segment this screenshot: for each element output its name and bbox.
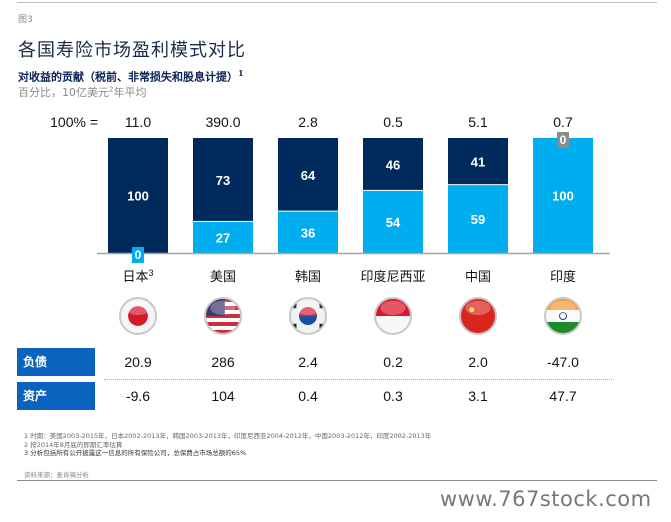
table-cell: 3.1: [468, 388, 488, 404]
korea-flag-icon: [289, 297, 327, 335]
unit-prefix: 百分比，10亿美元: [18, 86, 109, 99]
total-value: 2.8: [298, 114, 318, 130]
india-flag-icon: [544, 297, 582, 335]
bar-segment-asset: [533, 138, 593, 253]
bar-segment-asset: [278, 211, 338, 253]
unit-suffix: 年平均: [113, 86, 147, 99]
china-flag-icon: [459, 297, 497, 335]
bar-segment-liability: [108, 138, 168, 253]
asset-value-label: 54: [386, 215, 401, 230]
bar-segment-liability: [363, 138, 423, 190]
bar-segment-liability: [448, 138, 508, 185]
watermark: www.767stock.com: [440, 487, 652, 511]
asset-value-label: 100: [552, 189, 574, 204]
zero-marker-asset: [132, 247, 144, 263]
table-cell: 2.4: [298, 354, 318, 370]
table-cell: 0.4: [298, 388, 318, 404]
category-label: 日本3: [122, 268, 153, 284]
category-labels-group: 11.0 100 0 日本3 390.0 73 27 美国 2.8 64 36 韩国 0.5 46 54 印度…: [122, 114, 576, 284]
zero-marker-liability: [557, 132, 569, 148]
liability-value-label: 64: [301, 168, 316, 183]
chart-title: 各国寿险市场盈利模式对比: [18, 40, 246, 61]
bottom-rule: [17, 480, 657, 481]
footnote-2: 2 按2014年8月底的即期汇率估算: [24, 440, 123, 449]
asset-value-label: 36: [301, 225, 315, 240]
subtitle-footnote-mark: 1: [238, 68, 244, 78]
liability-value-label: 41: [471, 155, 485, 170]
asset-value-label: 27: [216, 230, 230, 245]
bar-segment-asset: [193, 221, 253, 253]
bar-segment-liability: [278, 138, 338, 211]
table-cell: 20.9: [124, 354, 152, 370]
total-value: 0.7: [553, 114, 573, 130]
unit-footnote-mark: 2: [109, 85, 114, 94]
table-cell: 0.2: [383, 354, 403, 370]
table-cell: 286: [211, 354, 235, 370]
liability-value-label: 73: [216, 173, 230, 188]
subtitle-text: 对收益的贡献（税前、非常损失和股息计提）: [18, 70, 238, 84]
bar-segment-liability: [193, 138, 253, 221]
category-label: 美国: [210, 269, 236, 284]
bar-segment-asset: [363, 190, 423, 253]
chart-subtitle: 对收益的贡献（税前、非常损失和股息计提）1: [18, 68, 244, 85]
liability-value-label: 0: [560, 133, 567, 147]
asset-value-label: 59: [471, 212, 485, 227]
table-cell: 2.0: [468, 354, 488, 370]
table-cell: 47.7: [549, 388, 577, 404]
liability-value-label: 100: [127, 189, 149, 204]
table-divider: [104, 379, 614, 380]
category-label: 印度: [550, 269, 576, 284]
indonesia-flag-icon: [374, 297, 412, 335]
total-value: 0.5: [383, 114, 403, 130]
usa-flag-icon: [204, 297, 242, 335]
top-rule: [17, 2, 657, 3]
asset-value-label: 0: [135, 248, 142, 262]
figure-label: 图3: [18, 15, 33, 25]
table-cell: 104: [211, 388, 235, 404]
unit-label: 百分比，10亿美元2年平均: [18, 84, 146, 100]
japan-flag-icon: [119, 297, 157, 335]
bars-group: [108, 138, 593, 253]
footnote-3: 3 分析包括所有公开披露这一信息的所有保险公司，总保费占市场总额的65%: [24, 449, 247, 457]
category-label: 韩国: [295, 269, 321, 284]
total-value: 390.0: [205, 114, 240, 130]
total-value: 5.1: [468, 114, 488, 130]
total-label: 100% =: [50, 114, 98, 130]
footnotes: 1 时期：美国2003-2015年，日本2002-2013年，韩国2003-20…: [24, 432, 431, 458]
source-note: 资料来源：麦肯锡分析: [24, 471, 89, 479]
stacked-bar-chart: 100% = 11.0 100 0 日本3 390.0 73 27 美国 2.8 64 36 韩国 0.…: [50, 114, 610, 335]
liability-value-label: 46: [386, 157, 400, 172]
table-cell: -47.0: [547, 354, 579, 370]
footnote-1: 1 时期：美国2003-2015年，日本2002-2013年，韩国2003-20…: [24, 432, 432, 440]
row-label: 资产: [17, 382, 95, 410]
category-label: 中国: [465, 269, 491, 284]
category-label: 印度尼西亚: [360, 269, 425, 284]
flags-group: [119, 297, 582, 335]
table-cell: -9.6: [125, 388, 151, 404]
total-value: 11.0: [125, 114, 151, 130]
row-label: 负债: [17, 348, 95, 376]
table-cell: 0.3: [383, 388, 403, 404]
category-footnote-mark: 3: [149, 268, 154, 278]
bar-segment-asset: [448, 185, 508, 253]
